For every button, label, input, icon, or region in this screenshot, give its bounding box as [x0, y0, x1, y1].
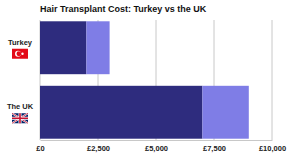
- flag-star: [21, 53, 23, 55]
- flag-cross: [12, 113, 28, 123]
- flag-icon: [12, 49, 28, 59]
- flag-crescent: [17, 51, 22, 56]
- tick: £2,500: [87, 140, 110, 153]
- y-axis: Turkey The UK: [7, 38, 34, 124]
- bar: [86, 21, 109, 74]
- flag-cross: [12, 113, 28, 123]
- chart: Hair Transplant Cost: Turkey vs the UK £0…: [0, 0, 300, 158]
- bar: [40, 21, 86, 74]
- tick: The UK: [7, 102, 34, 123]
- tick: Turkey: [8, 38, 33, 59]
- tick-label: £2,500: [87, 144, 110, 153]
- title: Hair Transplant Cost: Turkey vs the UK: [40, 4, 207, 14]
- bar: [202, 86, 248, 139]
- flag-bg: [12, 113, 28, 123]
- flag-crescent: [15, 51, 21, 57]
- tick: £0: [36, 140, 44, 153]
- tick-label: Turkey: [8, 38, 33, 47]
- tick-label: £7,500: [203, 144, 226, 153]
- tick-label: The UK: [7, 102, 34, 111]
- grid: [40, 20, 272, 140]
- tick: £7,500: [203, 140, 226, 153]
- flag-saltire: [12, 113, 28, 123]
- flag-saltire: [12, 113, 28, 123]
- bar: [40, 86, 202, 139]
- tick-label: £0: [36, 144, 44, 153]
- tick: £5,000: [145, 140, 168, 153]
- tick: £10,000: [259, 140, 286, 153]
- tick-label: £5,000: [145, 144, 168, 153]
- x-axis: £0 £2,500 £5,000 £7,500 £10,000: [36, 140, 286, 153]
- flag-icon: [12, 113, 28, 123]
- tick-label: £10,000: [259, 144, 286, 153]
- bars: [40, 21, 249, 138]
- axis-line: [41, 140, 273, 141]
- flag-bg: [12, 49, 28, 59]
- grid-line: [272, 20, 273, 140]
